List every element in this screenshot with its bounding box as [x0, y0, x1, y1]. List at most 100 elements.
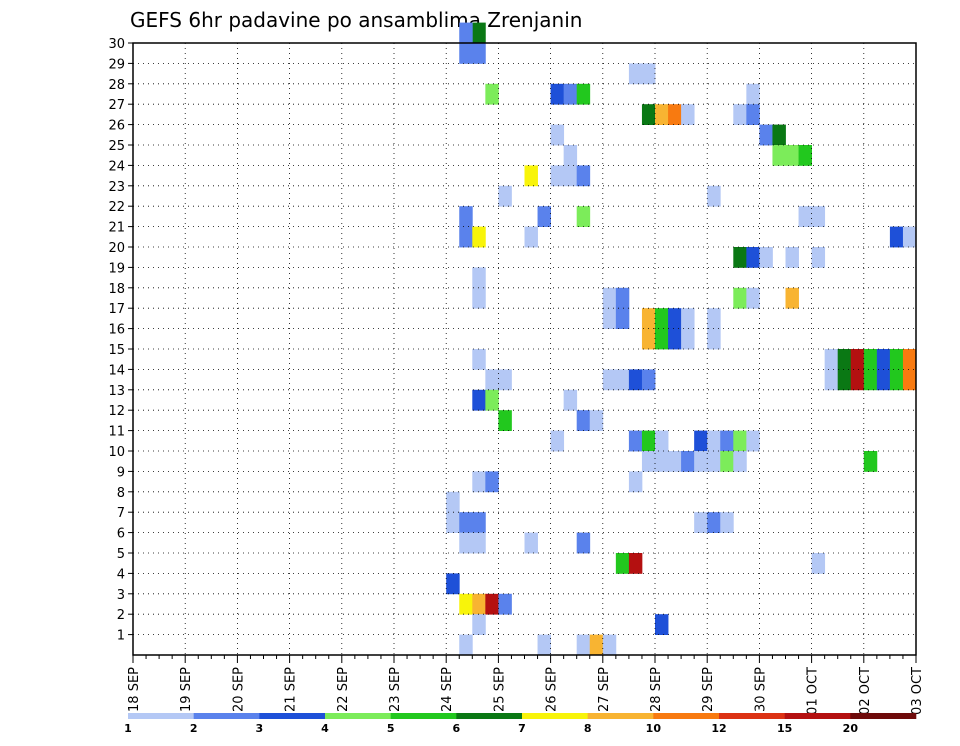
heatmap-cell: [681, 328, 695, 350]
legend-swatch: [193, 713, 260, 719]
heatmap-cell: [876, 349, 891, 370]
heatmap-cell: [641, 308, 656, 329]
heatmap-cell: [746, 287, 760, 309]
heatmap-cell: [772, 124, 786, 146]
legend-label: 5: [387, 722, 395, 735]
heatmap-cell: [446, 491, 460, 513]
legend-label: 20: [843, 722, 859, 735]
y-tick-label: 14: [108, 363, 125, 378]
heatmap-cell: [863, 369, 878, 391]
x-axis: 18 SEP 19 SEP 20 SEP 21 SEP 22 SEP 23 SEP 24 S…: [127, 655, 925, 715]
heatmap-cell: [524, 165, 538, 187]
heatmap-cell: [655, 451, 669, 472]
x-tick-label: 24 SEP: [440, 667, 455, 712]
heatmap-cell: [641, 328, 656, 350]
heatmap-cell: [472, 349, 486, 370]
heatmap-cell: [668, 328, 682, 350]
heatmap-cell: [707, 328, 721, 350]
heatmap-cell: [837, 349, 852, 370]
heatmap-cell: [733, 287, 747, 309]
heatmap-cell: [863, 349, 878, 370]
heatmap-cell: [472, 593, 486, 615]
heatmap-cell: [707, 512, 721, 533]
heatmap-cell: [902, 226, 917, 248]
x-tick-label: 29 SEP: [701, 667, 716, 712]
heatmap-cell: [785, 247, 799, 268]
y-tick-label: 6: [117, 527, 125, 542]
heatmap-cell: [798, 206, 812, 227]
heatmap-cell: [615, 308, 630, 329]
heatmap-cell: [589, 634, 604, 656]
legend-label: 4: [321, 722, 329, 735]
heatmap-cell: [485, 593, 499, 615]
y-tick-label: 10: [108, 445, 125, 460]
heatmap-cell: [655, 328, 669, 350]
heatmap-cell: [524, 226, 538, 248]
y-tick-label: 20: [108, 241, 125, 256]
heatmap-cell: [811, 247, 826, 268]
heatmap-cell: [707, 451, 721, 472]
heatmap-cell: [720, 430, 734, 452]
heatmap-cell: [628, 471, 643, 493]
legend-label: 7: [518, 722, 526, 735]
y-tick-label: 7: [117, 506, 125, 521]
heatmap-cell: [459, 206, 473, 227]
y-tick-label: 30: [108, 37, 125, 52]
heatmap-cell: [537, 206, 551, 227]
heatmap-cell: [576, 410, 591, 431]
heatmap-cell: [563, 145, 578, 166]
heatmap-cell: [837, 369, 852, 391]
heatmap-cell: [472, 226, 486, 248]
legend-swatch: [128, 713, 194, 719]
heatmap-cell: [459, 226, 473, 248]
y-tick-label: 18: [108, 282, 125, 297]
y-tick-label: 17: [108, 302, 125, 317]
x-tick-label: 19 SEP: [179, 667, 194, 712]
heatmap-cell: [550, 430, 565, 452]
heatmap-cell: [655, 430, 669, 452]
heatmap-cell: [811, 206, 826, 227]
y-tick-label: 22: [108, 200, 125, 215]
y-tick-label: 13: [108, 384, 125, 399]
heatmap-cell: [628, 430, 643, 452]
legend-swatch: [259, 713, 326, 719]
x-tick-label: 25 SEP: [492, 667, 507, 712]
cells-layer: [446, 22, 917, 656]
legend-swatch: [784, 713, 851, 719]
heatmap-cell: [524, 532, 538, 554]
heatmap-cell: [628, 369, 643, 391]
heatmap-cell: [563, 83, 578, 105]
heatmap-cell: [446, 573, 460, 595]
y-tick-label: 8: [117, 486, 125, 501]
heatmap-cell: [576, 634, 591, 656]
heatmap-cell: [746, 83, 760, 105]
x-tick-label: 23 SEP: [388, 667, 403, 712]
x-tick-label: 21 SEP: [284, 667, 299, 712]
legend-swatch: [390, 713, 457, 719]
heatmap-cell: [459, 512, 473, 533]
y-tick-label: 19: [108, 261, 125, 276]
legend-swatch: [522, 713, 588, 719]
heatmap-cell: [602, 634, 617, 656]
heatmap-cell: [459, 43, 473, 64]
heatmap-cell: [785, 287, 799, 309]
y-tick-label: 26: [108, 119, 125, 134]
heatmap-cell: [459, 532, 473, 554]
heatmap-cell: [733, 430, 747, 452]
heatmap-cell: [668, 308, 682, 329]
heatmap-cell: [772, 145, 786, 166]
heatmap-cell: [472, 267, 486, 289]
heatmap-cell: [576, 532, 591, 554]
legend-label: 1: [124, 722, 132, 735]
heatmap-cell: [759, 124, 773, 146]
heatmap-cell: [641, 451, 656, 472]
heatmap-cell: [576, 83, 591, 105]
heatmap-cell: [902, 369, 917, 391]
heatmap-cell: [602, 369, 617, 391]
heatmap-cell: [472, 43, 486, 64]
legend-swatch: [325, 713, 391, 719]
x-tick-label: 27 SEP: [597, 667, 612, 712]
heatmap-cell: [668, 451, 682, 472]
y-tick-label: 24: [108, 159, 125, 174]
heatmap-cell: [655, 614, 669, 635]
